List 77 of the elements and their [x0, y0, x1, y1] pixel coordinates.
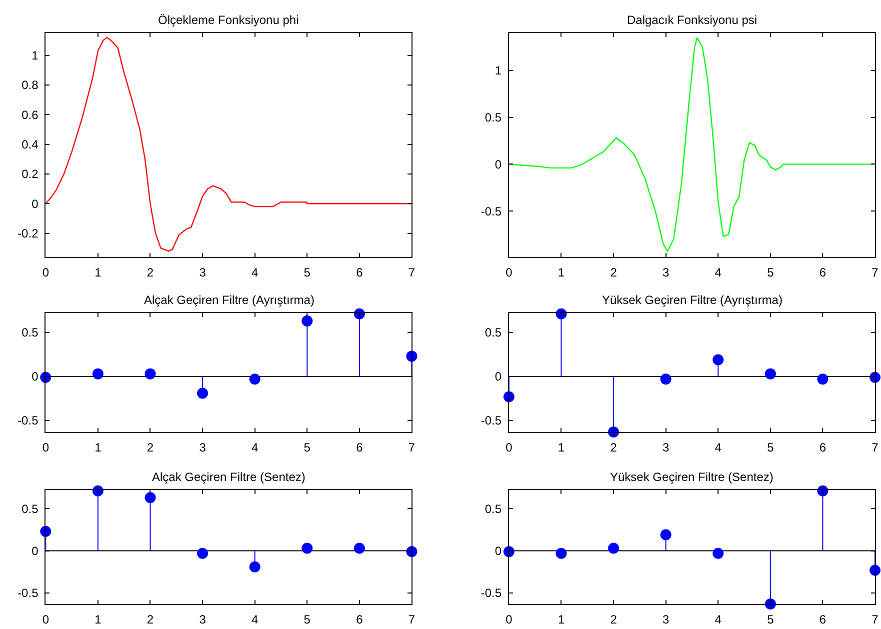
y-tick-label: 1: [494, 64, 502, 78]
y-tick-label: -0.5: [18, 586, 39, 600]
y-tick-label: -0.5: [480, 586, 502, 600]
x-tick-label: 2: [610, 440, 618, 454]
y-tick-label: 0: [494, 544, 502, 558]
x-tick-label: 0: [42, 612, 50, 626]
x-tick-label: 5: [304, 440, 311, 454]
x-tick-label: 4: [714, 265, 722, 280]
x-tick-label: 4: [251, 612, 258, 626]
x-tick-label: 6: [819, 440, 826, 454]
y-tick-label: 0: [32, 544, 39, 558]
x-tick-label: 4: [251, 265, 258, 280]
x-tick-label: 0: [506, 265, 513, 280]
chart-title: Yüksek Geçiren Filtre (Ayrıştırma): [602, 293, 782, 307]
y-tick-label: 0.5: [484, 110, 502, 125]
y-tick-label: 0.5: [22, 326, 39, 340]
x-tick-label: 7: [872, 265, 879, 280]
x-tick-label: 3: [199, 612, 206, 626]
x-tick-label: 5: [304, 265, 311, 280]
x-tick-label: 3: [662, 265, 670, 280]
x-tick-label: 1: [558, 440, 565, 454]
y-tick-label: 0.4: [22, 137, 39, 152]
x-tick-label: 2: [146, 265, 154, 280]
x-tick-label: 6: [356, 265, 364, 280]
x-tick-label: 7: [872, 440, 879, 454]
x-tick-label: 5: [304, 612, 311, 626]
y-tick-label: 0.5: [22, 502, 39, 516]
chart-title: Alçak Geçiren Filtre (Sentez): [152, 470, 306, 484]
y-tick-label: -0.2: [18, 226, 39, 240]
x-tick-label: 4: [714, 440, 722, 454]
y-tick-label: 0.2: [22, 167, 39, 182]
y-tick-label: 0.8: [22, 78, 39, 92]
x-tick-label: 7: [872, 612, 879, 626]
y-tick-label: 0: [32, 196, 39, 211]
x-tick-label: 7: [408, 440, 416, 454]
y-tick-label: 0.5: [484, 502, 502, 516]
y-tick-label: 0: [494, 157, 502, 172]
x-tick-label: 3: [199, 265, 206, 280]
x-tick-label: 3: [662, 612, 670, 626]
x-tick-label: 4: [714, 612, 722, 626]
y-tick-label: 1: [32, 48, 39, 62]
x-tick-label: 6: [356, 440, 364, 454]
chart-title: Dalgacık Fonksiyonu psi: [627, 13, 758, 27]
x-tick-label: 3: [199, 440, 206, 454]
chart-title: Ölçekleme Fonksiyonu phi: [158, 13, 299, 27]
y-tick-label: 0.5: [484, 326, 502, 340]
x-tick-label: 0: [42, 440, 50, 454]
chart-title: Yüksek Geçiren Filtre (Sentez): [610, 470, 774, 484]
x-tick-label: 6: [819, 265, 826, 280]
x-tick-label: 7: [408, 612, 416, 626]
x-tick-label: 1: [94, 265, 102, 280]
x-tick-label: 5: [767, 612, 774, 626]
x-tick-label: 1: [94, 612, 102, 626]
y-tick-label: 0: [32, 370, 39, 384]
chart-title: Alçak Geçiren Filtre (Ayrıştırma): [144, 293, 314, 307]
y-tick-label: 0.6: [22, 108, 39, 122]
x-tick-label: 0: [506, 612, 513, 626]
x-tick-label: 1: [558, 612, 565, 626]
y-tick-label: -0.5: [480, 204, 502, 218]
x-tick-label: 2: [146, 612, 154, 626]
x-tick-label: 3: [662, 440, 670, 454]
x-tick-label: 6: [356, 612, 364, 626]
y-tick-label: 0: [494, 370, 502, 384]
y-tick-label: -0.5: [480, 414, 502, 428]
x-tick-label: 5: [767, 440, 774, 454]
x-tick-label: 5: [767, 265, 774, 280]
x-tick-label: 0: [506, 440, 513, 454]
x-tick-label: 6: [819, 612, 826, 626]
x-tick-label: 4: [251, 440, 258, 454]
y-tick-label: -0.5: [18, 414, 39, 428]
x-tick-label: 1: [558, 265, 565, 280]
x-tick-label: 1: [94, 440, 102, 454]
x-tick-label: 0: [42, 265, 50, 280]
x-tick-label: 2: [146, 440, 154, 454]
x-tick-label: 2: [610, 265, 618, 280]
x-tick-label: 2: [610, 612, 618, 626]
x-tick-label: 7: [408, 265, 416, 280]
